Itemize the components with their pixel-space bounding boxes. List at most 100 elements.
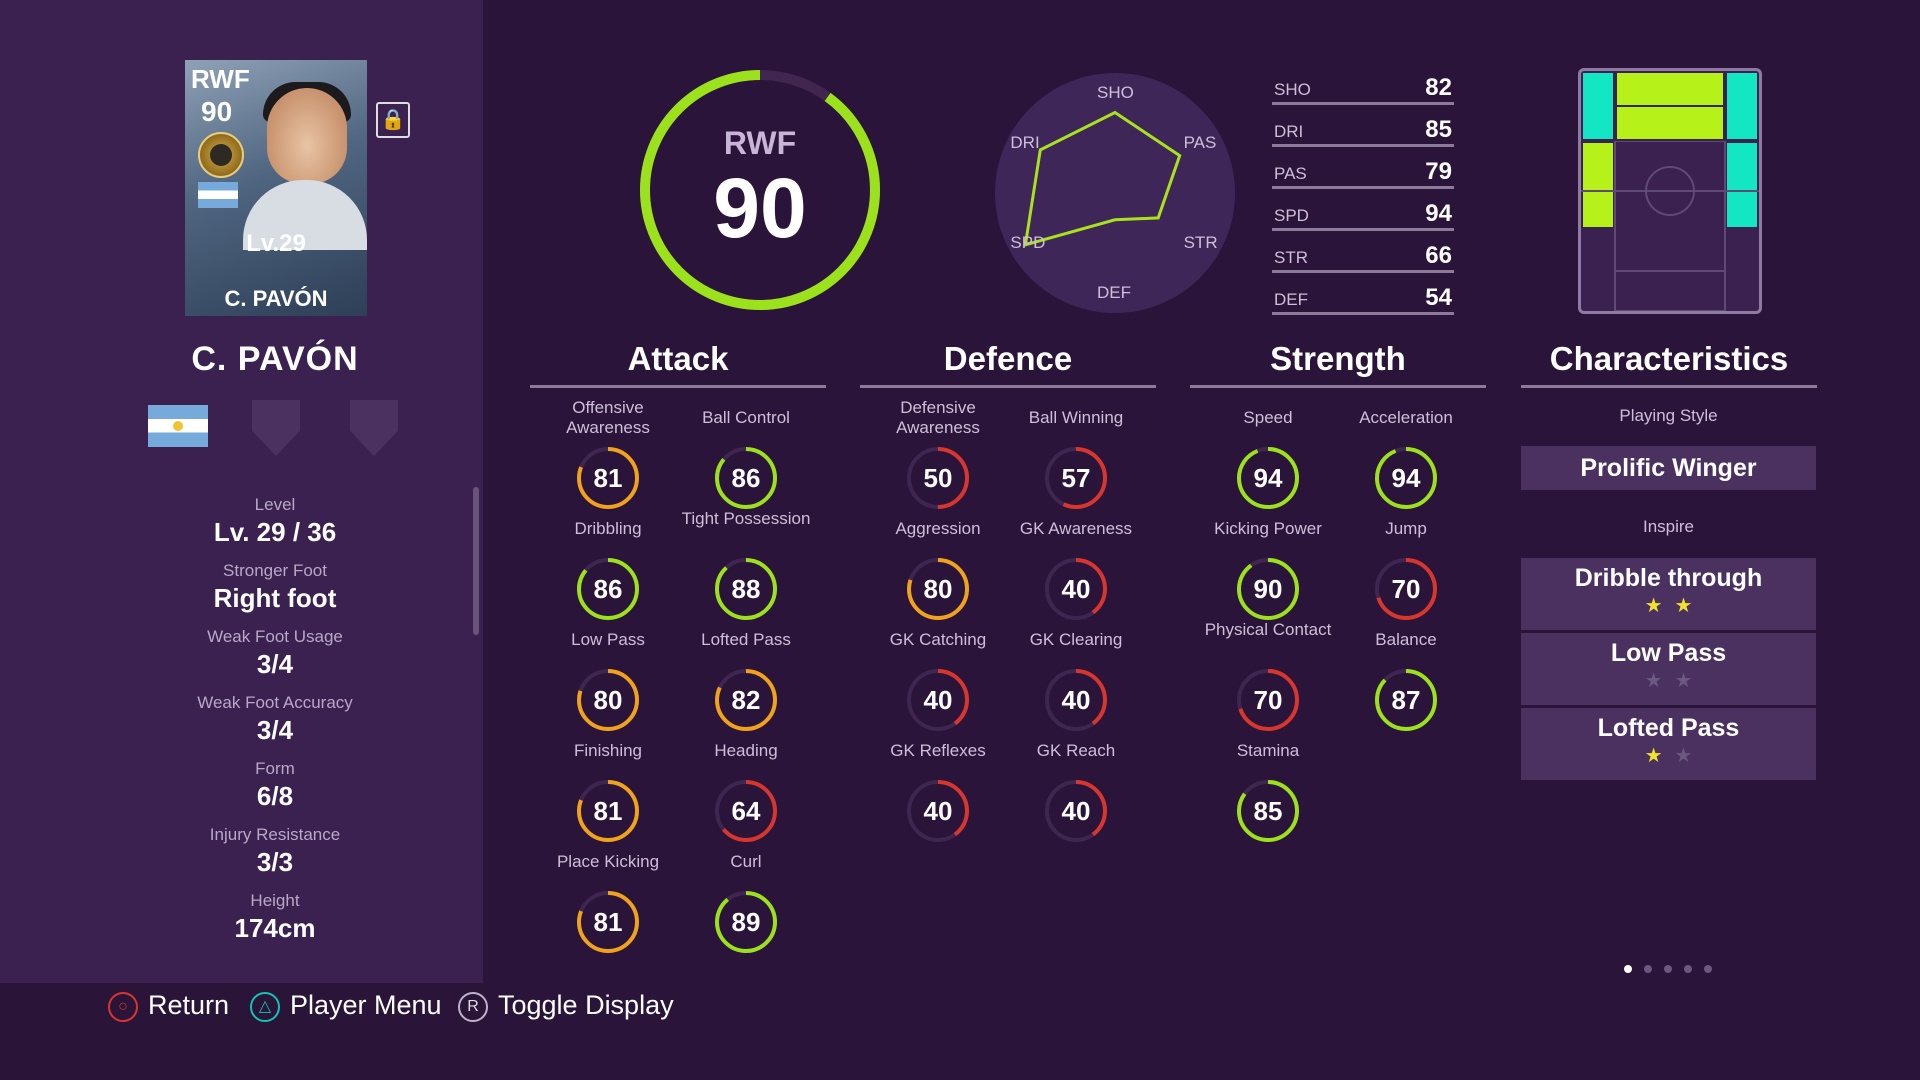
stat-name: SPD: [1274, 206, 1309, 225]
stat-value: 94: [1425, 200, 1452, 227]
defence-attr-ring[interactable]: [906, 779, 970, 843]
player-card[interactable]: RWF 90 Lv.29 C. PAVÓN: [185, 60, 367, 316]
strength-attr-arc: [1237, 558, 1299, 620]
defence-attr-ring[interactable]: [1044, 557, 1108, 621]
inspire-item[interactable]: Lofted Pass ★ ★: [1521, 708, 1816, 780]
inspire-stars: ★ ★: [1521, 668, 1816, 693]
info-scrollbar[interactable]: [473, 487, 479, 635]
attack-attr-ring[interactable]: [576, 446, 640, 510]
strength-attr-value: 85: [1253, 796, 1283, 826]
info-value: Lv. 29 / 36: [213, 517, 337, 547]
section-title-defence: Defence: [943, 340, 1073, 377]
page-dot[interactable]: [1624, 965, 1632, 973]
attack-attr-value: 89: [731, 907, 761, 937]
defence-attr-label: GK Awareness: [1019, 519, 1133, 538]
strength-attr-ring[interactable]: [1236, 668, 1300, 732]
attack-attr-ring[interactable]: [714, 446, 778, 510]
info-value: Right foot: [213, 583, 337, 613]
stat-row: SHO 82: [1272, 62, 1454, 105]
stat-name: PAS: [1274, 164, 1307, 183]
defence-attr-ring[interactable]: [1044, 446, 1108, 510]
stat-value: 82: [1425, 74, 1452, 101]
defence-attr-value: 40: [1061, 796, 1091, 826]
footer-action[interactable]: R Toggle Display: [458, 990, 674, 1022]
attack-attr-label: Curl: [730, 852, 762, 871]
argentina-flag-icon: [198, 182, 238, 208]
strength-attr-value: 87: [1391, 685, 1421, 715]
page-dot[interactable]: [1684, 965, 1692, 973]
strength-attr-value: 90: [1253, 574, 1283, 604]
defence-attr-ring[interactable]: [906, 557, 970, 621]
strength-attr-ring[interactable]: [1236, 557, 1300, 621]
footer-action[interactable]: △ Player Menu: [250, 990, 442, 1022]
section-title-attack: Attack: [627, 340, 729, 377]
info-label: Level: [254, 495, 296, 514]
attack-attr-label: Offensive Awareness: [566, 398, 650, 437]
radar-polygon: [1023, 110, 1182, 247]
footer-action[interactable]: ○ Return: [108, 990, 229, 1022]
defence-attr-arc: [1045, 558, 1107, 620]
strength-attr-label: Stamina: [1236, 741, 1300, 760]
stat-row: DEF 54: [1272, 272, 1454, 315]
strength-attr-ring[interactable]: [1236, 779, 1300, 843]
attack-attr-arc: [577, 891, 639, 953]
defence-attr-arc: [1045, 669, 1107, 731]
attack-attr-ring[interactable]: [714, 779, 778, 843]
attack-attr-label: Finishing: [573, 741, 643, 760]
defence-attr-ring[interactable]: [1044, 668, 1108, 732]
page-indicator[interactable]: [1618, 960, 1718, 978]
info-value: 174cm: [234, 913, 316, 943]
attack-attr-ring[interactable]: [576, 557, 640, 621]
defence-attr-ring[interactable]: [1044, 779, 1108, 843]
page-dot[interactable]: [1704, 965, 1712, 973]
info-value: 3/4: [256, 715, 294, 745]
card-name: C. PAVÓN: [224, 286, 328, 311]
pitch-zone-rwf: [1727, 73, 1757, 139]
defence-attr-ring[interactable]: [906, 446, 970, 510]
defence-attr-arc: [1045, 447, 1107, 509]
radar-axis-label: DEF: [1097, 283, 1131, 302]
pitch-zone-cf: [1617, 73, 1723, 105]
strength-attr-label: Jump: [1385, 519, 1427, 538]
attack-attr-value: 86: [593, 574, 623, 604]
lock-icon[interactable]: 🔒: [376, 102, 410, 138]
attack-attr-ring[interactable]: [576, 779, 640, 843]
attack-attr-label: Dribbling: [574, 519, 642, 538]
card-position: RWF: [191, 64, 250, 94]
inspire-item[interactable]: Dribble through ★ ★: [1521, 558, 1816, 630]
strength-attr-value: 70: [1391, 574, 1421, 604]
attack-attr-value: 88: [731, 574, 761, 604]
defence-attr-value: 57: [1061, 463, 1091, 493]
strength-attr-ring[interactable]: [1374, 557, 1438, 621]
info-label: Stronger Foot: [223, 561, 327, 580]
defence-attr-ring[interactable]: [906, 668, 970, 732]
attack-attr-value: 81: [593, 463, 623, 493]
strength-attr-ring[interactable]: [1236, 446, 1300, 510]
circle-button-icon: ○: [108, 991, 138, 1022]
attack-attr-ring[interactable]: [576, 890, 640, 954]
stat-name: STR: [1274, 248, 1308, 267]
playing-style-box[interactable]: Prolific Winger: [1521, 446, 1816, 490]
strength-attr-ring[interactable]: [1374, 446, 1438, 510]
inspire-name: Lofted Pass: [1597, 714, 1740, 742]
defence-attr-label: GK Catching: [889, 630, 987, 649]
page-dot[interactable]: [1644, 965, 1652, 973]
info-value: 3/3: [256, 847, 294, 877]
defence-attr-label: Defensive Awareness: [896, 398, 980, 437]
page-dot[interactable]: [1664, 965, 1672, 973]
strength-attr-ring[interactable]: [1374, 668, 1438, 732]
attack-attr-ring[interactable]: [576, 668, 640, 732]
player-name: C. PAVÓN: [191, 340, 359, 378]
triangle-button-icon: △: [250, 991, 280, 1022]
attack-attr-arc: [715, 447, 777, 509]
defence-attr-value: 80: [923, 574, 953, 604]
stat-name: SHO: [1274, 80, 1311, 99]
attack-attr-ring[interactable]: [714, 557, 778, 621]
attack-attr-ring[interactable]: [714, 668, 778, 732]
stat-row: SPD 94: [1272, 188, 1454, 231]
info-label: Weak Foot Accuracy: [197, 693, 353, 712]
section-divider: [1190, 385, 1486, 388]
attack-attr-ring[interactable]: [714, 890, 778, 954]
defence-attr-arc: [907, 558, 969, 620]
inspire-item[interactable]: Low Pass ★ ★: [1521, 633, 1816, 705]
